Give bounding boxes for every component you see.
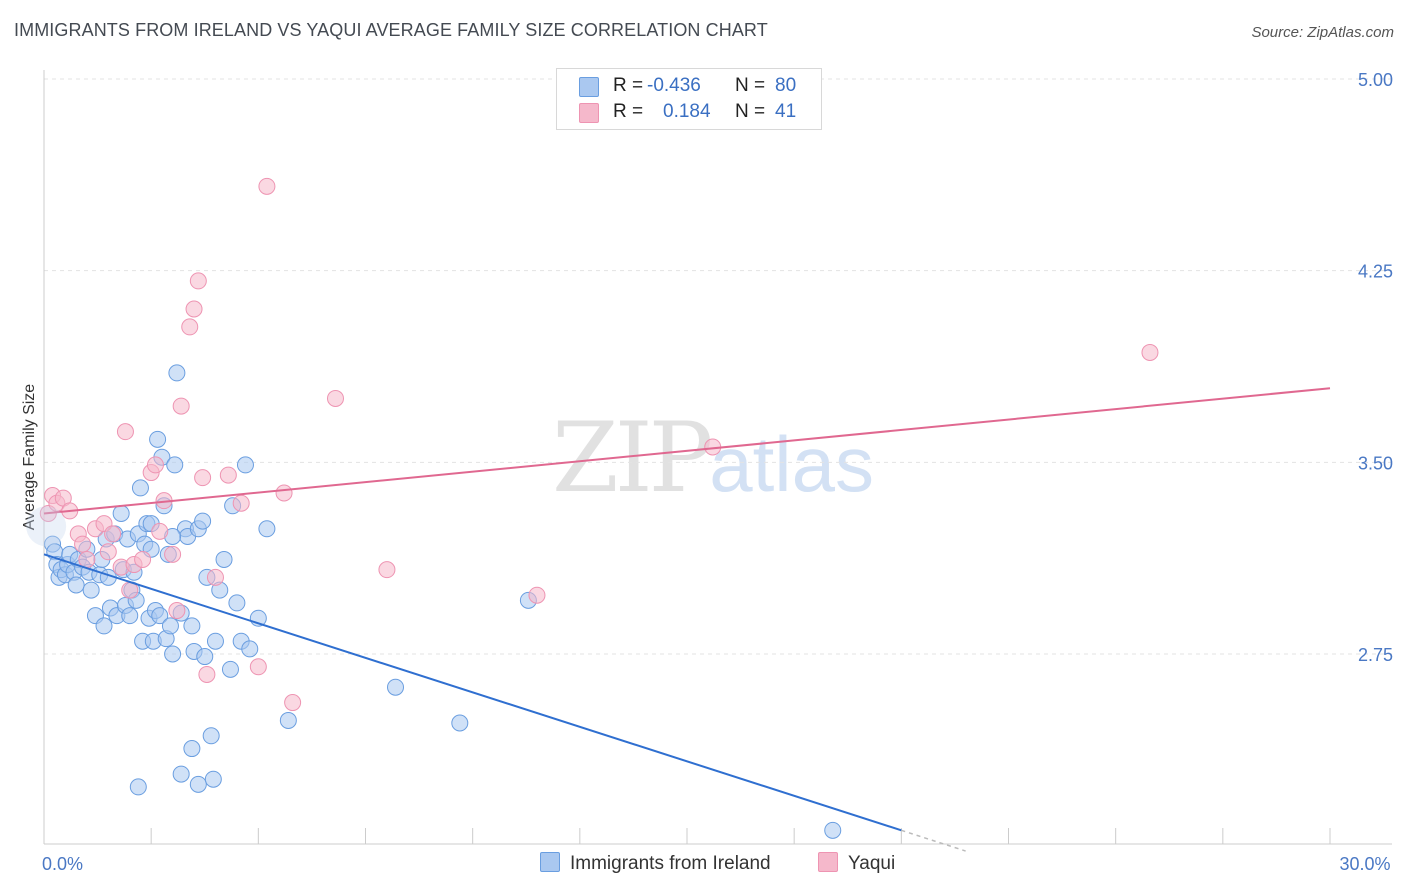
bottom-legend-swatch-yaqui bbox=[818, 852, 838, 872]
bottom-legend-label-yaqui: Yaqui bbox=[848, 853, 896, 874]
ireland-point bbox=[112, 504, 130, 522]
x-tick-label: 30.0% bbox=[1339, 854, 1390, 874]
legend-swatch-yaqui bbox=[579, 103, 599, 123]
x-tick-label: 0.0% bbox=[42, 854, 83, 874]
legend-swatch-ireland bbox=[579, 77, 599, 97]
cluster-highlight bbox=[26, 506, 67, 547]
yaqui-point bbox=[134, 550, 152, 568]
yaqui-point bbox=[99, 543, 117, 561]
ireland-point bbox=[221, 660, 239, 678]
yaqui-point bbox=[219, 466, 237, 484]
y-tick-label: 5.00 bbox=[1358, 70, 1393, 90]
yaqui-point bbox=[164, 545, 182, 563]
yaqui-point bbox=[146, 456, 164, 474]
yaqui-trend-line bbox=[43, 387, 1331, 515]
legend-n-value: 41 bbox=[775, 101, 797, 122]
ireland-point bbox=[149, 430, 167, 448]
ireland-point bbox=[166, 456, 184, 474]
yaqui-point bbox=[206, 568, 224, 586]
ireland-point bbox=[236, 456, 254, 474]
bottom-legend-yaqui: Yaqui bbox=[818, 852, 895, 875]
yaqui-point bbox=[104, 525, 122, 543]
y-tick-label: 2.75 bbox=[1358, 645, 1393, 665]
yaqui-point bbox=[185, 300, 203, 318]
yaqui-point bbox=[249, 658, 267, 676]
legend-n-label: N = bbox=[735, 101, 766, 122]
ireland-point bbox=[279, 711, 297, 729]
ireland-point bbox=[196, 648, 214, 666]
yaqui-point bbox=[151, 522, 169, 540]
bottom-legend-label-ireland: Immigrants from Ireland bbox=[570, 853, 771, 874]
yaqui-point bbox=[181, 318, 199, 336]
y-tick-label: 4.25 bbox=[1358, 262, 1393, 282]
ireland-point bbox=[194, 512, 212, 530]
ireland-point bbox=[164, 645, 182, 663]
ireland-point bbox=[451, 714, 469, 732]
ireland-point bbox=[172, 765, 190, 783]
legend-r-value: -0.436 bbox=[647, 75, 701, 96]
ireland-point bbox=[151, 607, 169, 625]
yaqui-point bbox=[378, 561, 396, 579]
bottom-legend-ireland: Immigrants from Ireland bbox=[540, 852, 771, 875]
yaqui-point bbox=[284, 694, 302, 712]
yaqui-point bbox=[168, 602, 186, 620]
ireland-trend-line bbox=[43, 553, 902, 832]
yaqui-point bbox=[189, 272, 207, 290]
ireland-point bbox=[168, 364, 186, 382]
ireland-trend-extension bbox=[901, 829, 966, 852]
ireland-point bbox=[183, 740, 201, 758]
legend-n-label: N = bbox=[735, 75, 766, 96]
legend-r-label: R = bbox=[613, 101, 644, 122]
ireland-point bbox=[67, 576, 85, 594]
ireland-point bbox=[258, 520, 276, 538]
yaqui-point bbox=[528, 586, 546, 604]
yaqui-point bbox=[326, 389, 344, 407]
bottom-legend-swatch-ireland bbox=[540, 852, 560, 872]
ireland-point bbox=[387, 678, 405, 696]
ireland-point bbox=[215, 550, 233, 568]
ireland-point bbox=[121, 607, 139, 625]
chart-title: IMMIGRANTS FROM IRELAND VS YAQUI AVERAGE… bbox=[14, 20, 768, 40]
ireland-point bbox=[82, 581, 100, 599]
ireland-point bbox=[241, 640, 259, 658]
ireland-point bbox=[183, 617, 201, 635]
yaqui-point bbox=[116, 423, 134, 441]
ireland-point bbox=[228, 594, 246, 612]
yaqui-point bbox=[1141, 343, 1159, 361]
yaqui-point bbox=[232, 494, 250, 512]
yaqui-point bbox=[172, 397, 190, 415]
ireland-point bbox=[824, 821, 842, 839]
ireland-point bbox=[189, 775, 207, 793]
ireland-point bbox=[131, 479, 149, 497]
correlation-legend: R = -0.436 N = 80 R = 0.184 N = 41 bbox=[556, 68, 822, 130]
yaqui-point bbox=[194, 469, 212, 487]
watermark-zip: ZIP bbox=[552, 402, 713, 514]
ireland-point bbox=[95, 617, 113, 635]
ireland-point bbox=[202, 727, 220, 745]
yaqui-point bbox=[74, 535, 92, 553]
ireland-point bbox=[206, 632, 224, 650]
ireland-point bbox=[204, 770, 222, 788]
source-label: Source: ZipAtlas.com bbox=[1251, 24, 1394, 41]
yaqui-point bbox=[198, 665, 216, 683]
legend-r-value: 0.184 bbox=[663, 101, 711, 122]
ireland-point bbox=[161, 617, 179, 635]
y-axis-label: Average Family Size bbox=[21, 384, 38, 531]
legend-r-label: R = bbox=[613, 75, 644, 96]
yaqui-point bbox=[275, 484, 293, 502]
ireland-point bbox=[129, 778, 147, 796]
legend-n-value: 80 bbox=[775, 75, 797, 96]
y-tick-label: 3.50 bbox=[1358, 453, 1393, 473]
yaqui-point bbox=[78, 550, 96, 568]
yaqui-point bbox=[258, 177, 276, 195]
